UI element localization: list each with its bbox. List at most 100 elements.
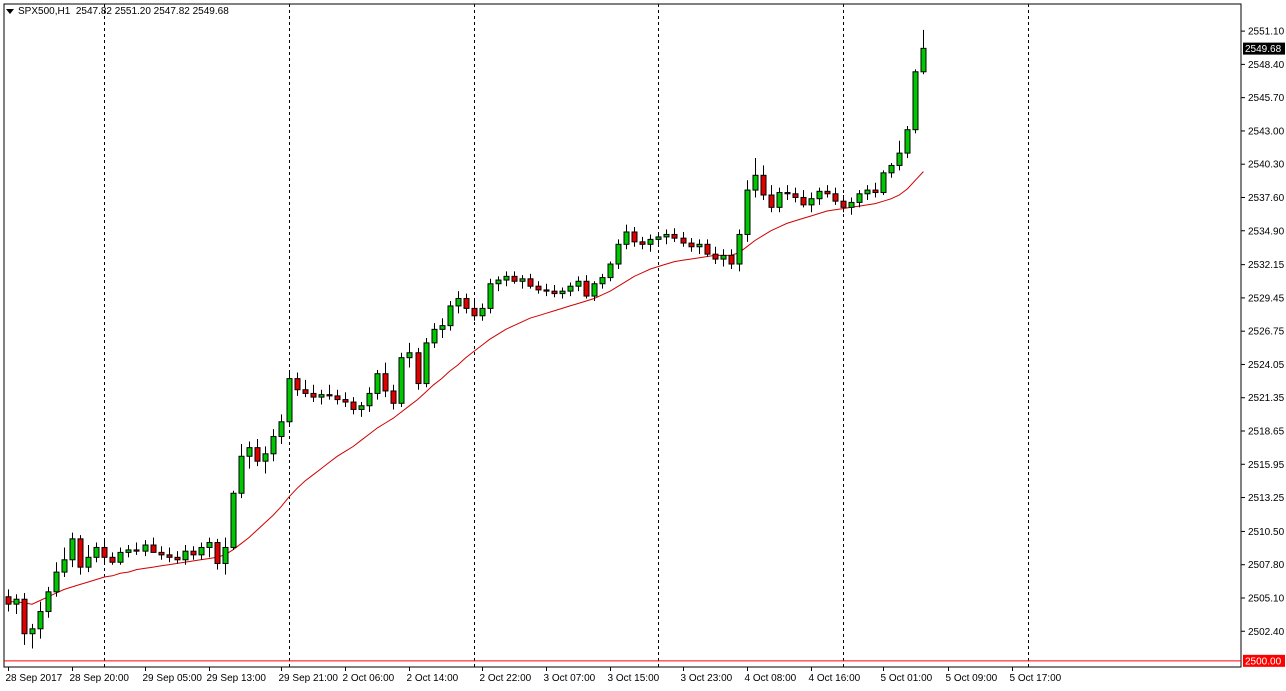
candle xyxy=(431,323,438,348)
candle xyxy=(583,275,590,299)
candle xyxy=(166,547,173,563)
time-tick-label: 5 Oct 17:00 xyxy=(1010,673,1062,684)
candle-body xyxy=(495,279,502,285)
candle-body xyxy=(784,192,791,195)
candle xyxy=(53,562,60,597)
candle-body xyxy=(463,298,470,309)
candle xyxy=(326,384,333,400)
candle-body xyxy=(93,546,100,558)
candle-body xyxy=(37,611,44,630)
candle-body xyxy=(511,275,518,282)
candle xyxy=(415,347,422,390)
candle-body xyxy=(254,447,261,462)
candle xyxy=(744,180,751,242)
candle xyxy=(920,29,927,75)
candle-body xyxy=(551,290,558,295)
current-price-box xyxy=(1243,42,1285,55)
candle xyxy=(720,249,727,267)
time-tick-label: 4 Oct 16:00 xyxy=(809,673,861,684)
candle-body xyxy=(816,190,823,200)
candle xyxy=(503,271,510,287)
candle-body xyxy=(688,242,695,248)
candle xyxy=(29,623,36,649)
candle xyxy=(471,300,478,321)
price-tick-label: 2543.00 xyxy=(1248,126,1285,137)
candle xyxy=(639,236,646,250)
candle xyxy=(238,443,245,499)
candle-body xyxy=(53,571,60,593)
candle-body xyxy=(631,231,638,243)
candle xyxy=(671,228,678,242)
price-tick-label: 2515.95 xyxy=(1248,460,1285,471)
candle-body xyxy=(768,194,775,208)
candle xyxy=(856,190,863,208)
current-price-label: 2549.68 xyxy=(1245,44,1282,55)
time-tick-label: 29 Sep 05:00 xyxy=(143,673,203,684)
candle xyxy=(752,158,759,198)
candle xyxy=(760,165,767,200)
price-tick-label: 2529.45 xyxy=(1248,293,1285,304)
candle xyxy=(575,276,582,292)
candle xyxy=(222,537,229,575)
candle-body xyxy=(615,243,622,265)
time-tick-label: 28 Sep 20:00 xyxy=(70,673,130,684)
candle xyxy=(904,126,911,159)
price-tick-label: 2502.40 xyxy=(1248,627,1285,638)
candle xyxy=(270,429,277,462)
candle-body xyxy=(888,164,895,174)
candle xyxy=(125,544,132,558)
candle-body xyxy=(752,174,759,191)
candle-body xyxy=(125,549,132,553)
candle-body xyxy=(760,174,767,196)
day-separators xyxy=(104,4,1029,667)
collapse-triangle-icon[interactable] xyxy=(6,9,14,14)
candle-body xyxy=(655,236,662,240)
candle-body xyxy=(109,556,116,563)
candle xyxy=(109,552,116,565)
candle xyxy=(93,542,100,563)
candle xyxy=(294,372,301,396)
candle-body xyxy=(639,241,646,245)
candle xyxy=(535,281,542,294)
candle xyxy=(623,224,630,250)
candle-body xyxy=(206,542,213,548)
time-tick-label: 2 Oct 06:00 xyxy=(343,673,395,684)
candle xyxy=(13,594,20,615)
candle xyxy=(133,542,140,555)
candle-body xyxy=(166,554,173,558)
candle-body xyxy=(720,254,727,260)
price-tick-label: 2540.30 xyxy=(1248,160,1285,171)
candle xyxy=(318,389,325,405)
price-tick-label: 2548.40 xyxy=(1248,60,1285,71)
candle-body xyxy=(101,546,108,558)
price-tick-label: 2526.75 xyxy=(1248,327,1285,338)
candle-body xyxy=(318,394,325,398)
time-tick-label: 2 Oct 22:00 xyxy=(480,673,532,684)
candle xyxy=(808,192,815,213)
candle xyxy=(439,318,446,338)
candle xyxy=(784,185,791,200)
candle-body xyxy=(198,546,205,556)
candle-body xyxy=(222,546,229,564)
price-tick-label: 2537.60 xyxy=(1248,193,1285,204)
candle xyxy=(278,414,285,444)
candle xyxy=(792,187,799,203)
symbol-label: SPX500,H1 xyxy=(18,6,71,17)
candle-body xyxy=(623,231,630,245)
candle xyxy=(832,187,839,205)
candle-body xyxy=(647,238,654,245)
candle-body xyxy=(567,285,574,292)
candle-body xyxy=(535,285,542,291)
candle-body xyxy=(150,544,157,553)
candle xyxy=(880,170,887,196)
candle xyxy=(262,446,269,474)
candle-body xyxy=(728,254,735,265)
candle-body xyxy=(848,201,855,208)
candle-body xyxy=(21,598,28,635)
candle xyxy=(382,362,389,398)
candle-body xyxy=(503,275,510,281)
price-tick-label: 2507.80 xyxy=(1248,560,1285,571)
candle-body xyxy=(423,342,430,385)
candle-body xyxy=(342,399,349,403)
